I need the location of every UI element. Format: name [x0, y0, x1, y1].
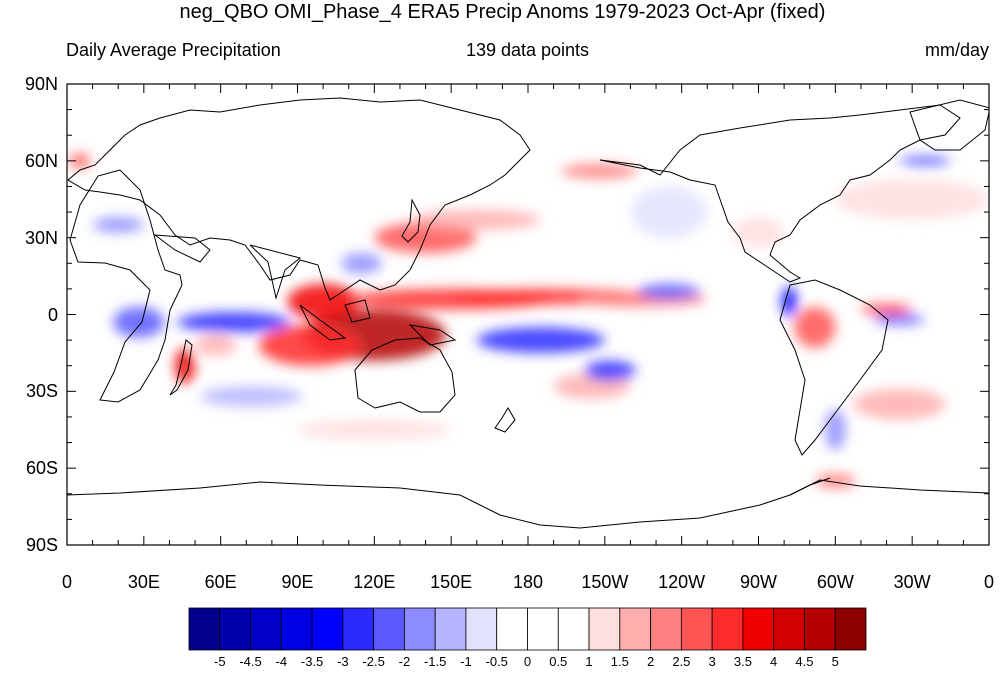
colorbar-swatch [465, 607, 498, 651]
colorbar-swatch [650, 607, 682, 651]
colorbar-label: 0.5 [549, 654, 568, 669]
colorbar-swatch [588, 607, 621, 651]
lon-label: 150W [581, 572, 629, 592]
colorbar [188, 607, 867, 651]
anomaly-region-2 [259, 324, 362, 366]
colorbar-swatch [711, 607, 744, 651]
colorbar-label: -4 [275, 654, 288, 669]
colorbar-swatch [680, 607, 713, 651]
colorbar-label: -1 [460, 654, 472, 669]
colorbar-swatch [373, 607, 405, 651]
colorbar-swatch [773, 607, 805, 651]
colorbar-label: 1.5 [610, 654, 629, 669]
colorbar-swatch [527, 607, 559, 651]
colorbar-swatch [219, 607, 251, 651]
lat-label: 90N [24, 74, 58, 94]
anomaly-region-11 [794, 306, 836, 348]
anomaly-region-23 [584, 360, 636, 382]
anomaly-region-19 [297, 419, 452, 440]
anomaly-region-6 [374, 222, 477, 254]
lon-label: 120E [353, 572, 396, 592]
colorbar-label: 1 [585, 654, 593, 669]
lon-label: 30W [893, 572, 931, 592]
colorbar-label: 2 [646, 654, 655, 669]
units-label: mm/day [924, 40, 989, 60]
colorbar-label: -2.5 [362, 654, 385, 669]
lon-label: 0 [61, 572, 72, 592]
variable-label: Daily Average Precipitation [66, 40, 281, 60]
anomaly-region-27 [781, 286, 797, 318]
anomaly-region-1 [287, 283, 359, 320]
lat-label: 60N [24, 150, 58, 171]
colorbar-swatch [742, 607, 775, 651]
colorbar-label: 3.5 [733, 654, 752, 669]
colorbar-swatch [280, 607, 313, 651]
anomaly-field [69, 153, 989, 489]
colorbar-swatch [404, 607, 436, 651]
lon-label: 180 [512, 572, 544, 592]
anomaly-region-29 [873, 314, 925, 325]
anomaly-region-24 [341, 253, 383, 274]
colorbar-swatch [250, 607, 282, 651]
anomaly-region-7 [412, 209, 541, 230]
colorbar-swatch [496, 607, 528, 651]
colorbar-label: -5 [213, 654, 226, 669]
colorbar-swatch [342, 607, 375, 651]
anomaly-region-17 [732, 217, 785, 248]
lat-label: 30S [25, 381, 58, 402]
lon-label: 150E [430, 572, 473, 592]
anomaly-region-20 [177, 311, 290, 333]
colorbar-swatch [804, 607, 836, 651]
anomaly-region-13 [853, 388, 946, 420]
colorbar-swatch [557, 607, 590, 651]
lon-label: 30E [127, 572, 160, 592]
lat-label: 60S [25, 458, 58, 479]
colorbar-label: 5 [831, 654, 839, 669]
lon-label: 90E [281, 572, 314, 592]
colorbar-swatch [434, 607, 467, 651]
axis-ticks [66, 83, 990, 546]
anomaly-region-21 [113, 306, 165, 338]
colorbar-label: 4.5 [795, 654, 814, 669]
colorbar-swatch [188, 607, 221, 651]
anomaly-region-18 [835, 178, 989, 220]
lat-label: 90S [25, 535, 58, 555]
anomaly-region-30 [899, 155, 951, 166]
lon-label: 120W [658, 572, 706, 592]
anomaly-region-25 [638, 283, 700, 300]
lon-label: 0 [983, 572, 994, 592]
anomaly-region-22 [476, 327, 605, 353]
colorbar-swatch [311, 607, 344, 651]
anomaly-region-8 [561, 163, 639, 179]
anomaly-region-12 [860, 304, 913, 315]
colorbar-label: 3 [708, 654, 716, 669]
coastlines [67, 97, 989, 529]
colorbar-label: 4 [770, 654, 778, 669]
colorbar-swatch [619, 607, 651, 651]
lon-label: 60W [816, 572, 854, 592]
colorbar-label: -3 [337, 654, 349, 669]
colorbar-label: 0 [523, 654, 532, 669]
anomaly-region-15 [814, 473, 856, 489]
colorbar-label: -4.5 [239, 654, 262, 669]
anomaly-region-26 [92, 217, 144, 233]
anomaly-region-28 [825, 409, 846, 451]
anomaly-region-10 [195, 334, 237, 356]
map-title: neg_QBO OMI_Phase_4 ERA5 Precip Anoms 19… [179, 1, 826, 23]
lon-label: 90W [739, 572, 777, 592]
lat-label: 30N [24, 227, 58, 248]
colorbar-label: -2 [398, 654, 411, 669]
anomaly-region-31 [200, 386, 303, 407]
colorbar-label: -0.5 [485, 654, 508, 669]
colorbar-swatch [834, 607, 867, 651]
lon-label: 60E [204, 572, 237, 592]
colorbar-label: -3.5 [300, 654, 324, 669]
lat-label: 0 [47, 304, 58, 325]
data-points-label: 139 data points [465, 40, 590, 60]
anomaly-region-32 [630, 186, 708, 238]
colorbar-label: 2.5 [672, 654, 691, 669]
colorbar-label: -1.5 [423, 654, 447, 669]
anomaly-region-16 [69, 153, 91, 169]
